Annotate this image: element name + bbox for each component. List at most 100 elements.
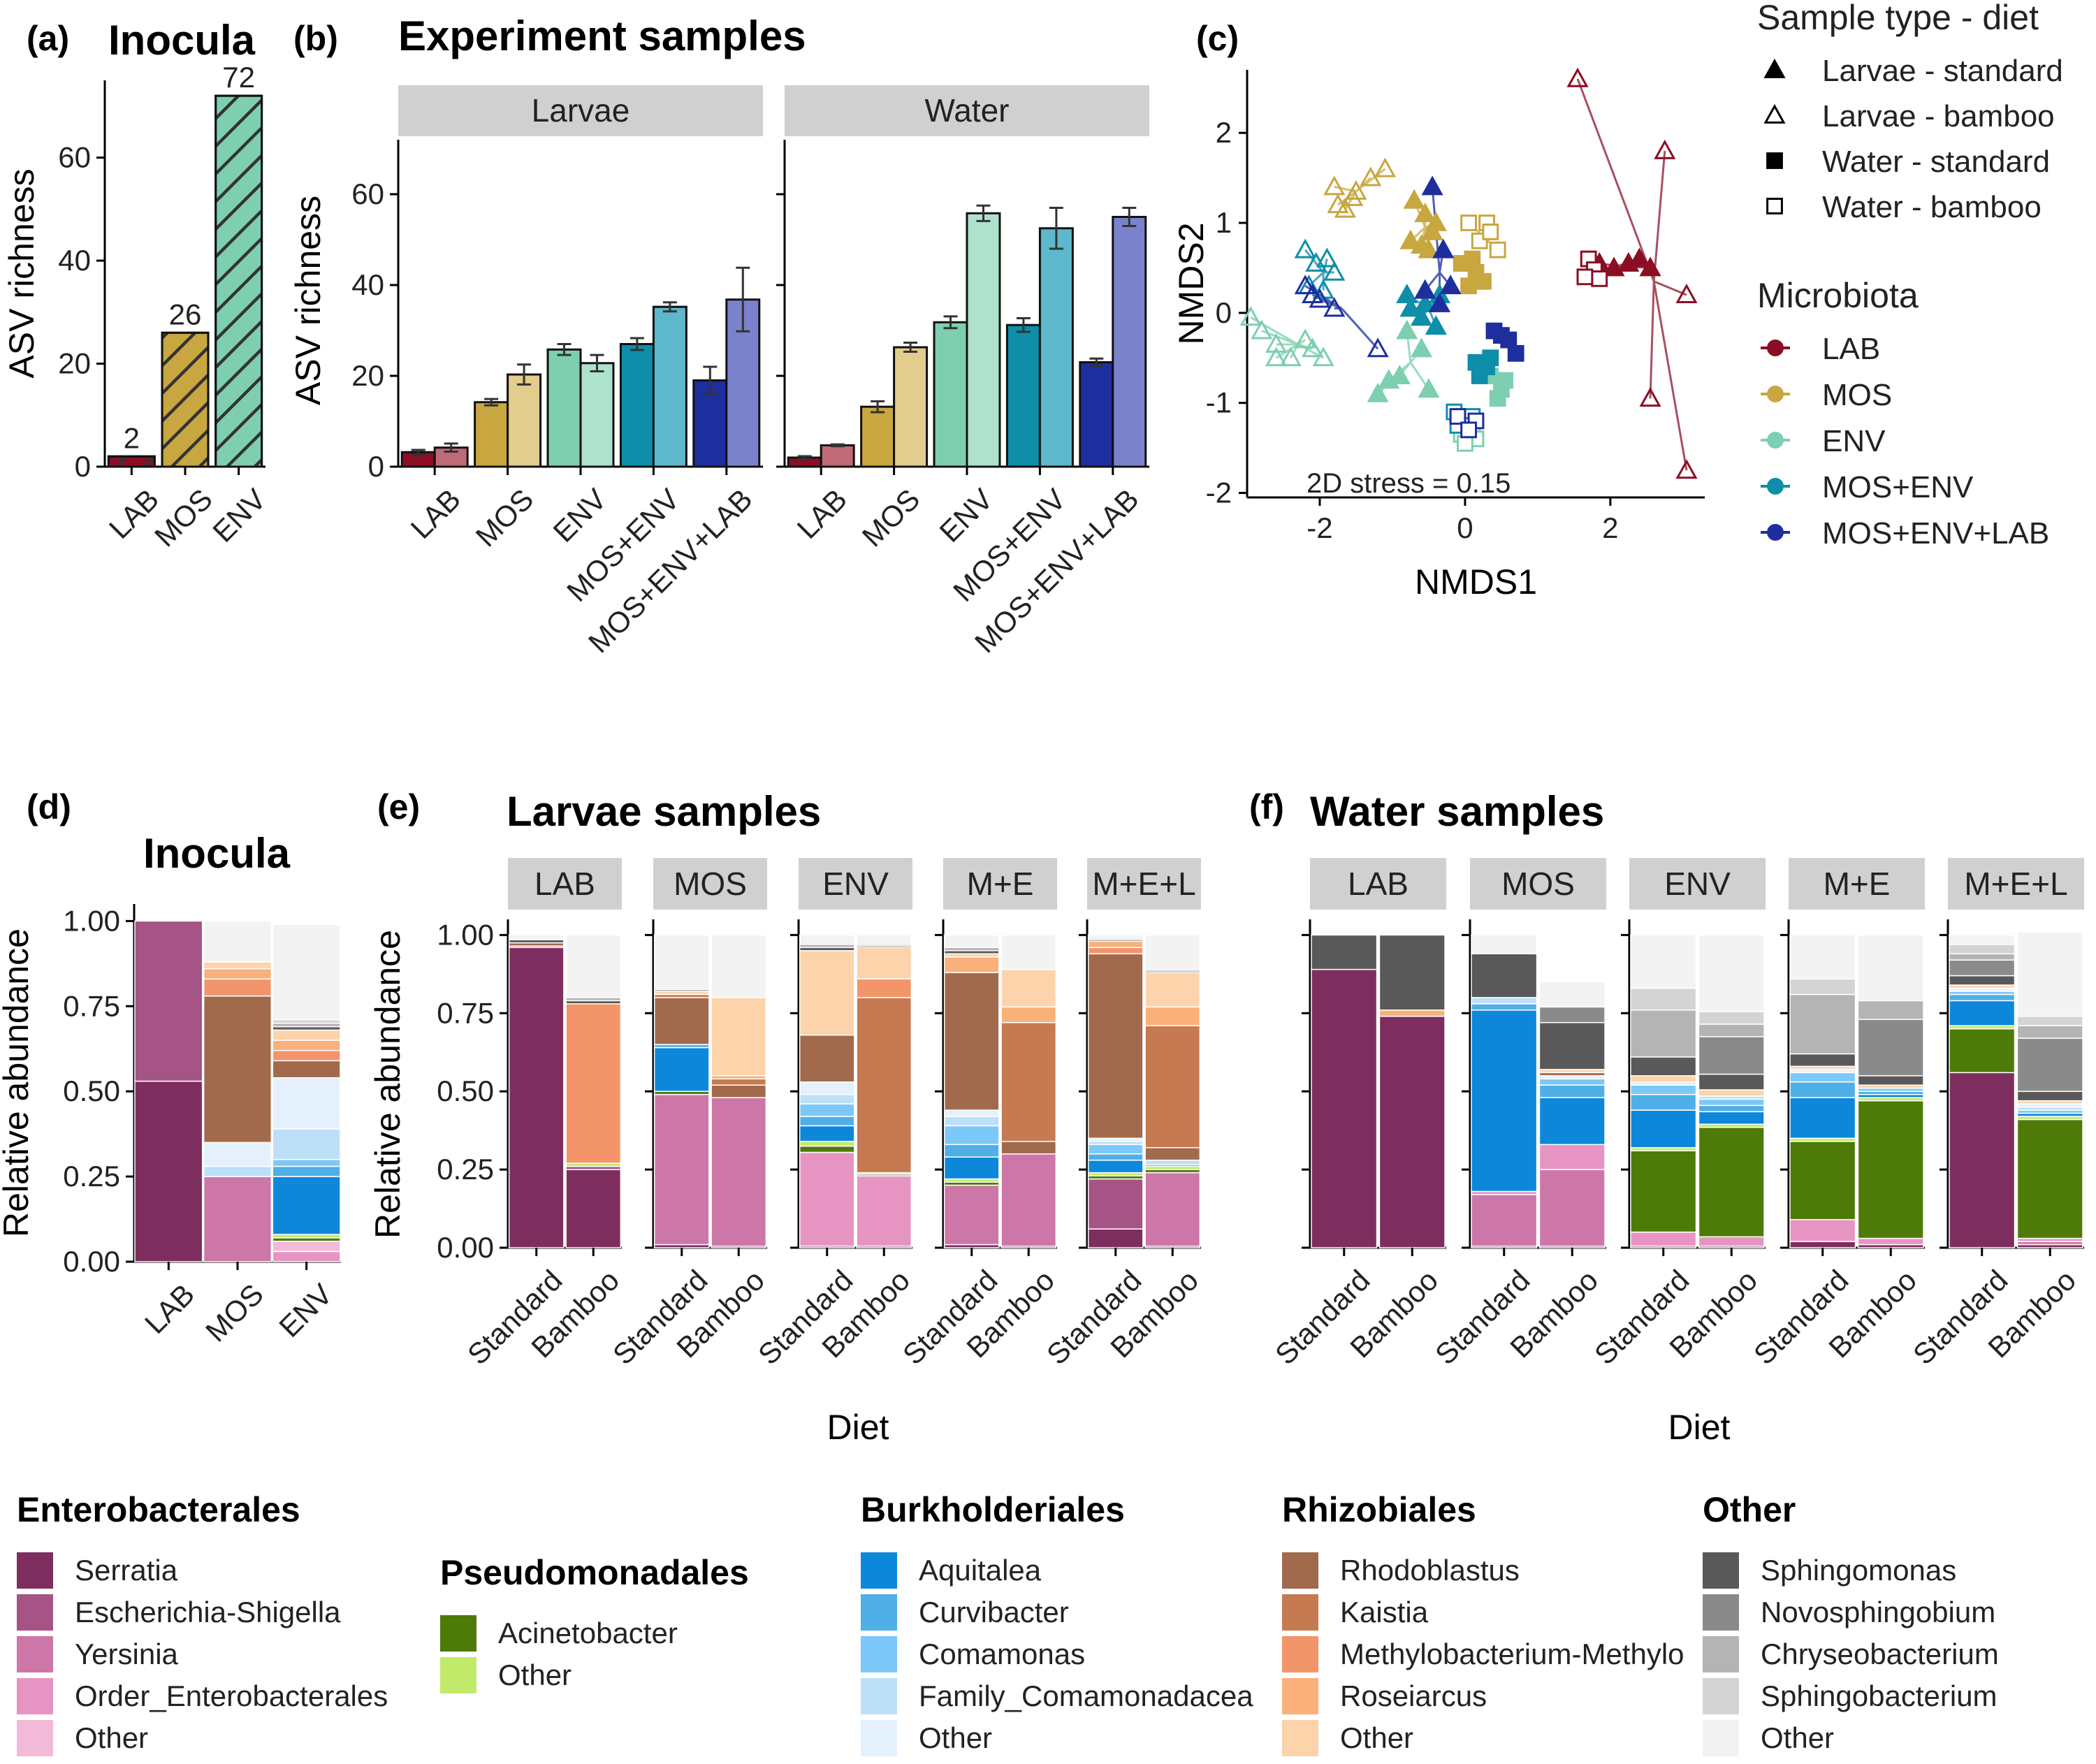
panel-e-bar-segment [565, 1169, 622, 1248]
panel-e-bar-segment [1000, 1021, 1057, 1142]
panel-e-bar-segment [943, 1109, 1000, 1117]
panel-e-bar-segment [711, 934, 767, 998]
panel-f-bar-segment [1857, 1100, 1924, 1239]
panel-c-point [1312, 347, 1334, 367]
panel-c-color-legend-dot [1767, 524, 1784, 541]
taxa-legend-swatch [1703, 1678, 1739, 1714]
panel-b-bar [1005, 323, 1041, 468]
panel-b-bar [546, 348, 582, 468]
panel-c-point [1457, 435, 1473, 452]
panel-c-point [1460, 214, 1478, 231]
panel-e-bar-segment [653, 934, 710, 991]
taxa-legend-title: Pseudomonadales [440, 1553, 749, 1592]
panel-f-bar-segment [1471, 1194, 1538, 1247]
panel-b-bar [619, 343, 655, 468]
panel-b-bar [820, 444, 855, 468]
panel-f-bar-segment [1538, 1006, 1606, 1023]
taxa-legend-swatch [17, 1552, 53, 1589]
taxa-legend-label: Yersinia [75, 1638, 179, 1670]
panel-c-point [1675, 459, 1698, 479]
panel-e-bar-segment [508, 934, 565, 940]
panel-e-bar-segment [799, 1034, 855, 1083]
panel-e-bar-segment [711, 997, 767, 1077]
panel-e-bar-segment [799, 1125, 855, 1142]
panel-d-bar-segment [272, 1251, 341, 1262]
panel-b-bar [966, 212, 1001, 468]
panel-e-bar-segment [508, 947, 565, 1248]
panel-e-bar-segment [943, 1184, 1000, 1246]
panel-b-facet-label: Larvae [532, 92, 630, 129]
taxa-legend-label: Sphingomonas [1761, 1554, 1956, 1587]
panel-e-bar-segment [856, 978, 912, 998]
taxa-legend-label: Other [1340, 1721, 1413, 1754]
panel-e-bar-segment [1144, 1025, 1201, 1149]
panel-a-x-tick-label: MOS [148, 483, 219, 553]
panel-f-bar-segment [1949, 959, 2016, 977]
panel-a-value-label: 72 [222, 61, 255, 94]
panel-d-x-tick-label: MOS [199, 1278, 270, 1348]
taxa-legend-label: Comamonas [919, 1638, 1085, 1670]
panel-b-x-tick-label: LAB [791, 483, 853, 545]
panel-e-bar-segment [711, 1084, 767, 1098]
panel-f-bar-segment [1630, 1009, 1697, 1058]
panel-d-bar-segment [272, 1165, 341, 1177]
panel-f-bar-segment [1630, 1093, 1697, 1111]
panel-e-bar-segment [856, 934, 912, 945]
panel-c-point [1327, 194, 1349, 214]
panel-a-y-tick-label: 20 [58, 347, 91, 380]
panel-b-bar [474, 401, 509, 468]
panel-f-facet-label: LAB [1348, 866, 1409, 902]
panel-d-bar-segment [203, 995, 272, 1144]
panel-c-point [1374, 157, 1397, 177]
panel-c-shape-legend-title: Sample type - diet [1757, 0, 2039, 37]
taxa-legend-label: Order_Enterobacterales [75, 1679, 388, 1712]
panel-f-tag: (f) [1249, 787, 1284, 826]
taxa-legend-label: Rhodoblastus [1340, 1554, 1520, 1587]
panel-b-bar [652, 305, 687, 468]
panel-f-bar-segment [1630, 1084, 1697, 1095]
taxa-legend-swatch [440, 1615, 476, 1652]
panel-f-bar-segment [1538, 1169, 1606, 1247]
panel-f-facet-strip [1629, 858, 1766, 910]
taxa-legend-swatch [861, 1594, 897, 1631]
panel-f-bar-segment [1789, 934, 1856, 979]
panel-f-bar-segment [2016, 931, 2083, 1017]
panel-e-y-tick-label: 0.50 [437, 1074, 494, 1107]
panel-f-facet-strip [1310, 858, 1446, 910]
panel-e-facet-strip [799, 858, 912, 910]
panel-c-color-legend-label: MOS+ENV [1822, 470, 1974, 504]
panel-e-bar-segment [799, 950, 855, 1036]
panel-c-color-legend-dot [1767, 340, 1784, 356]
panel-a-tag: (a) [27, 19, 69, 58]
panel-b-y-tick-label: 20 [351, 359, 384, 392]
panel-c-spider-line [1308, 271, 1325, 287]
taxa-legend-title: Other [1703, 1490, 1796, 1529]
panel-e-y-tick-label: 1.00 [437, 918, 494, 951]
panel-d-y-tick-label: 0.75 [63, 989, 120, 1022]
panel-c-point [1309, 288, 1331, 308]
panel-e-x-axis-label: Diet [827, 1408, 889, 1447]
panel-c-y-tick-label: 1 [1216, 206, 1232, 239]
panel-e-bar-segment [856, 947, 912, 979]
panel-e-bar-segment [653, 1047, 710, 1092]
panel-c-point [1482, 224, 1499, 240]
taxa-legend-label: Roseiarcus [1340, 1679, 1487, 1712]
panel-e-bar-segment [565, 934, 622, 998]
panel-d-bar-segment [272, 1128, 341, 1160]
panel-e-bar-segment [1087, 940, 1144, 949]
panel-c-point [1489, 241, 1506, 258]
panel-e-facet-strip [653, 858, 767, 910]
taxa-legend-swatch [861, 1678, 897, 1714]
panel-e-bar-segment [799, 1093, 855, 1105]
panel-f-bar-segment [1949, 1000, 2016, 1026]
taxa-legend-title: Burkholderiales [861, 1490, 1125, 1529]
panel-e-facet-label: ENV [822, 866, 889, 902]
panel-e-facet-strip [943, 858, 1057, 910]
panel-c-color-legend-dot [1767, 386, 1784, 402]
panel-e-facet-strip [1087, 858, 1201, 910]
panel-e-bar-segment [943, 956, 1000, 973]
panel-f-bar-segment [1538, 981, 1606, 1008]
panel-d-bar-segment [203, 978, 272, 997]
panel-c-spider-line [1341, 307, 1379, 350]
